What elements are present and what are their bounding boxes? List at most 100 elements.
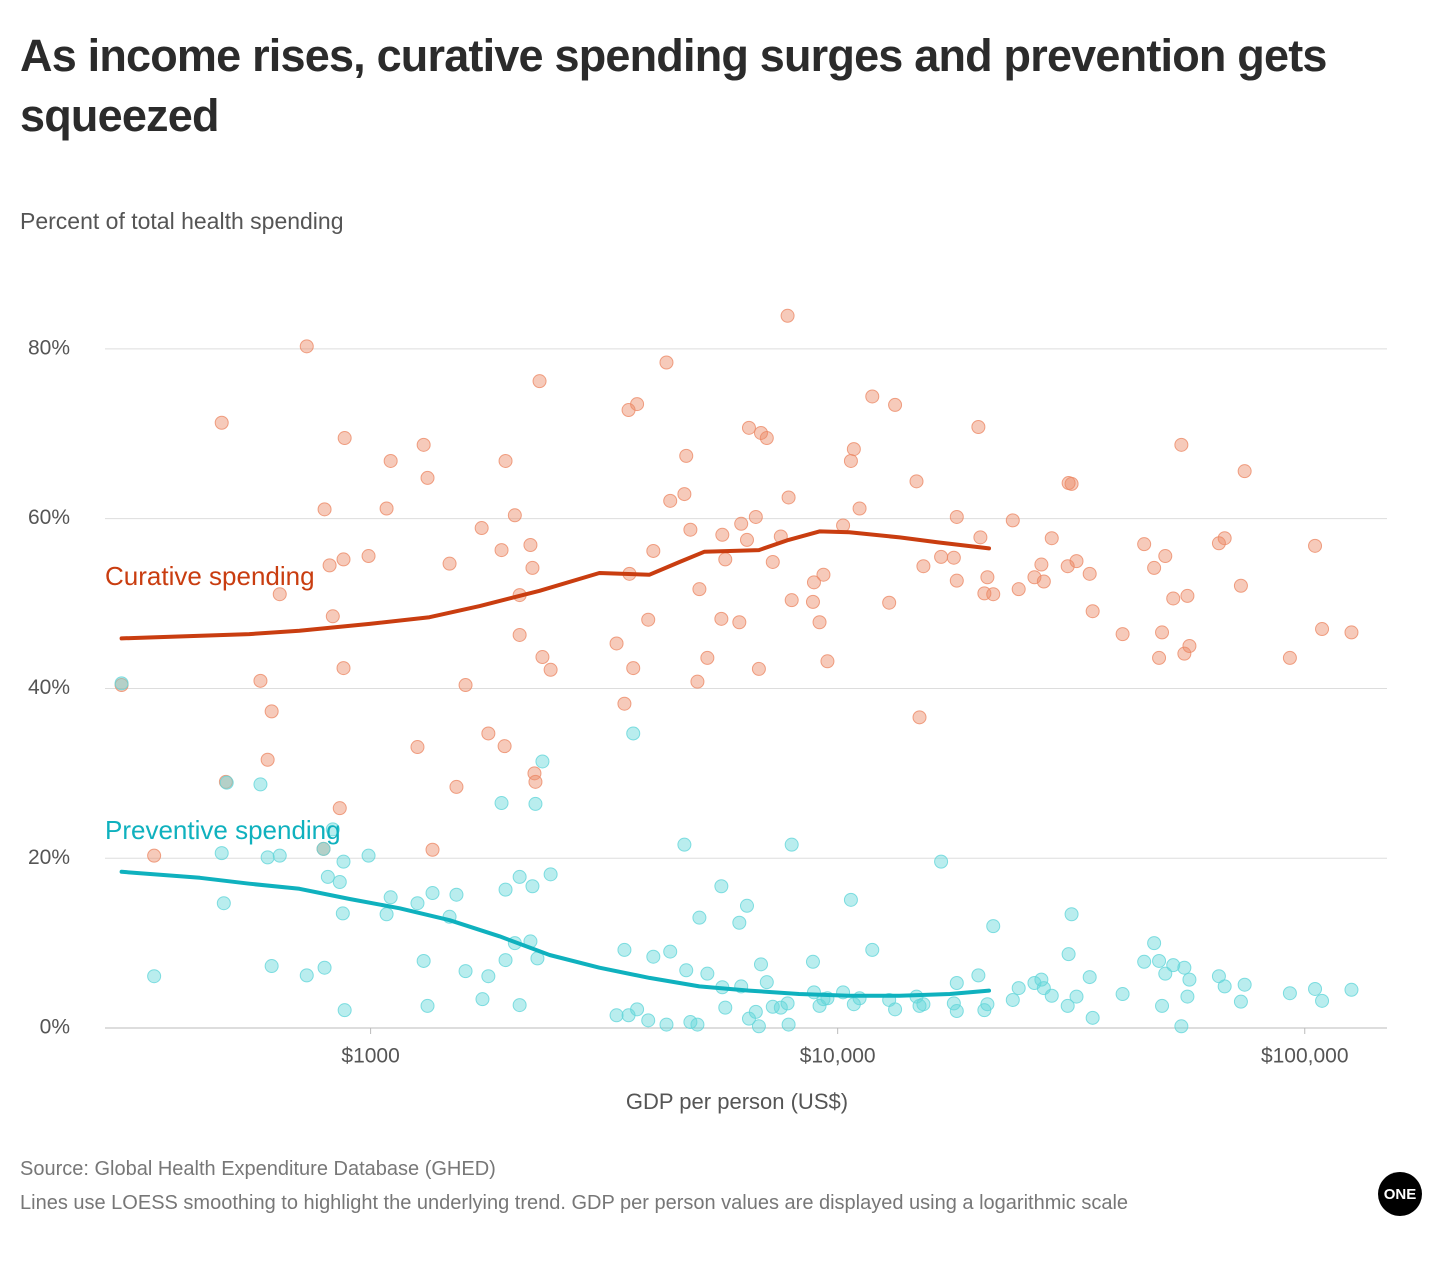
scatter-point [253,777,268,792]
scatter-point [617,942,632,957]
scatter-point [1044,531,1059,546]
scatter-point [882,595,897,610]
scatter-point [641,612,656,627]
scatter-point [1282,986,1297,1001]
scatter-point [260,752,275,767]
scatter-point [316,841,331,856]
scatter-point [909,474,924,489]
scatter-point [739,532,754,547]
scatter-point [690,674,705,689]
source: Source: Global Health Expenditure Databa… [20,1158,496,1180]
scatter-point [690,1017,705,1032]
scatter-point [692,910,707,925]
scatter-point [753,425,768,440]
scatter-point [934,549,949,564]
footer: Source: Global Health Expenditure Databa… [20,1152,1260,1220]
scatter-point [949,573,964,588]
scatter-point [320,869,335,884]
scatter-point [543,662,558,677]
x-axis-title: GDP per person (US$) [626,1089,848,1114]
note: Lines use LOESS smoothing to highlight t… [20,1192,1129,1214]
y-tick-label: 80% [28,336,70,359]
scatter-point [1069,554,1084,569]
scatter-point [1217,979,1232,994]
scatter-point [700,966,715,981]
scatter-point [264,704,279,719]
scatter-point [732,915,747,930]
scatter-point [1174,1019,1189,1034]
scatter-point [114,676,129,691]
scatter-point [888,1002,903,1017]
scatter-point [525,560,540,575]
scatter-point [677,837,692,852]
scatter-point [980,997,995,1012]
scatter-point [663,944,678,959]
scatter-point [416,953,431,968]
scatter-point [852,501,867,516]
scatter-point [525,879,540,894]
scatter-point [1069,989,1084,1004]
scatter-point [1158,966,1173,981]
scatter-point [986,919,1001,934]
scatter-point [535,754,550,769]
scatter-point [410,740,425,755]
scatter-point [659,1017,674,1032]
scatter-point [379,907,394,922]
scatter-point [528,774,543,789]
scatter-point [820,654,835,669]
scatter-point [1034,972,1049,987]
scatter-point [1158,549,1173,564]
scatter-point [1152,650,1167,665]
scatter-point [751,1019,766,1034]
y-tick-label: 40% [28,676,70,699]
scatter-point [494,543,509,558]
scatter-point [475,992,490,1007]
scatter-point [949,509,964,524]
scatter-point [765,554,780,569]
scatter-point [498,453,513,468]
scatter-point [1180,989,1195,1004]
scatter-point [609,1008,624,1023]
scatter-point [1344,982,1359,997]
scatter-point [1064,476,1079,491]
scatter-point [732,615,747,630]
scatter-point [260,850,275,865]
scatter-point [1282,650,1297,665]
scatter-point [1166,591,1181,606]
scatter-point [1177,960,1192,975]
scatter-point [663,493,678,508]
scatter-point [322,558,337,573]
scatter-point [1115,627,1130,642]
scatter-point [759,431,774,446]
scatter-point [805,954,820,969]
scatter-point [805,594,820,609]
scatter-point [1211,536,1226,551]
scatter-point [971,420,986,435]
trend-line [119,529,991,641]
scatter-point [980,570,995,585]
scatter-point [337,431,352,446]
scatter-point [912,710,927,725]
scatter-point [946,550,961,565]
scatter-point [498,953,513,968]
scatter-point [497,739,512,754]
scatter-point [784,837,799,852]
scatter-point [458,964,473,979]
scatter-point [1344,625,1359,640]
scatter-point [626,661,641,676]
scatter-point [1036,574,1051,589]
scatter-point [781,490,796,505]
scatter-point [425,842,440,857]
scatter-point [1217,531,1232,546]
scatter-point [1174,437,1189,452]
scatter-point [512,869,527,884]
scatter-point [1308,538,1323,553]
scatter-point [523,537,538,552]
scatter-point [336,854,351,869]
scatter-point [718,1000,733,1015]
scatter-point [442,556,457,571]
x-tick-label: $10,000 [800,1045,876,1068]
scatter-point [739,898,754,913]
scatter-point [383,890,398,905]
scatter-point [973,530,988,545]
